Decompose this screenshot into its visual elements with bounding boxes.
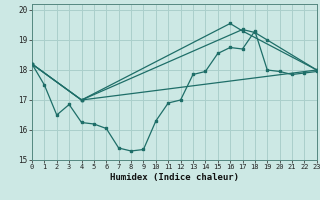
X-axis label: Humidex (Indice chaleur): Humidex (Indice chaleur) xyxy=(110,173,239,182)
